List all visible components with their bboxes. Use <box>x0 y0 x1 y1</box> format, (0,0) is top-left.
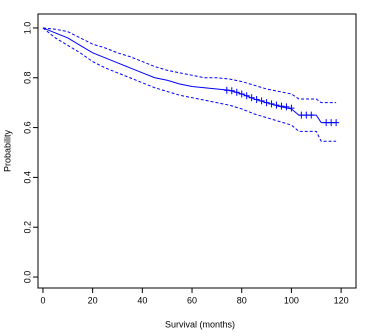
y-tick-label: 0.4 <box>22 171 32 184</box>
censor-mark <box>308 111 315 119</box>
censor-mark <box>268 100 275 108</box>
confidence-line <box>42 27 337 142</box>
censor-mark <box>233 88 240 96</box>
plot-frame <box>37 13 357 289</box>
censor-mark <box>238 90 245 98</box>
x-tick-label: 0 <box>40 295 45 305</box>
censor-mark <box>283 103 290 111</box>
x-tick-label: 100 <box>284 295 299 305</box>
x-axis-label: Survival (months) <box>165 319 235 329</box>
confidence-line <box>42 27 337 104</box>
y-tick-label: 0.2 <box>22 221 32 234</box>
y-tick-label: 0.0 <box>22 271 32 284</box>
censor-mark <box>248 94 255 102</box>
y-tick-label: 1.0 <box>22 22 32 35</box>
x-tick-label: 20 <box>88 295 98 305</box>
y-tick-label: 0.8 <box>22 72 32 85</box>
censor-mark <box>278 102 285 110</box>
survival-line <box>42 27 337 124</box>
censor-mark <box>288 104 295 112</box>
x-tick-label: 80 <box>237 295 247 305</box>
x-tick-label: 60 <box>187 295 197 305</box>
censor-mark <box>228 87 235 95</box>
censor-mark <box>253 95 260 103</box>
y-axis-label: Probability <box>2 129 12 172</box>
censor-mark <box>273 101 280 109</box>
censor-mark <box>333 119 340 127</box>
censor-mark <box>263 99 270 107</box>
x-tick-label: 120 <box>334 295 349 305</box>
censor-mark <box>258 97 265 105</box>
censor-mark <box>243 92 250 100</box>
x-tick-label: 40 <box>137 295 147 305</box>
y-tick-label: 0.6 <box>22 121 32 134</box>
